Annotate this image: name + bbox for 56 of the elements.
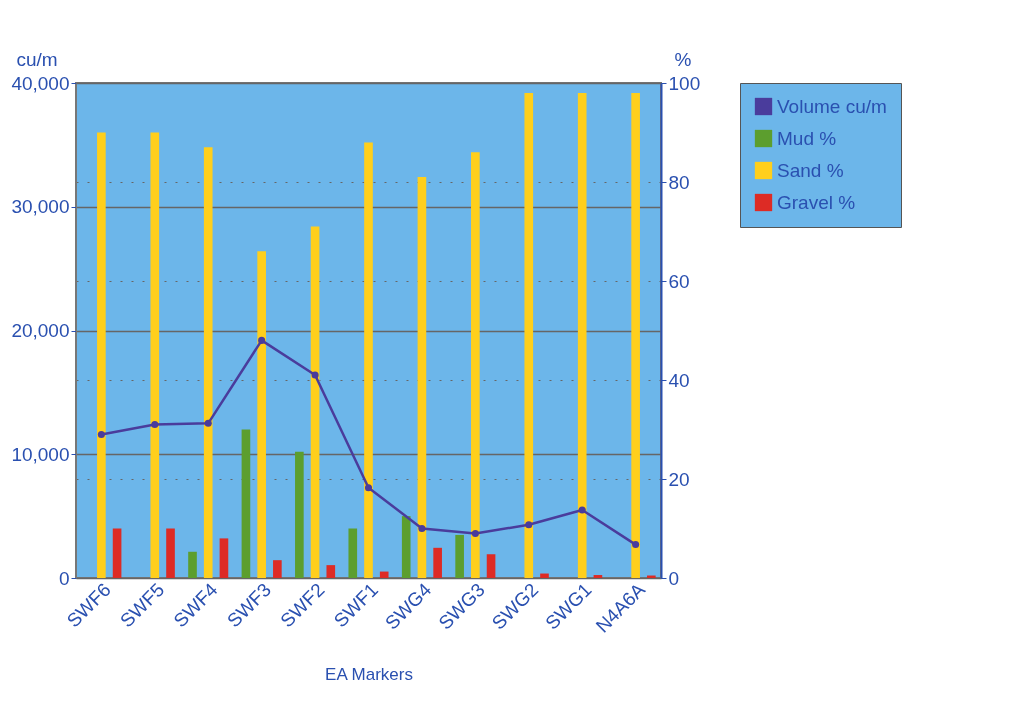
point <box>418 524 426 533</box>
point <box>151 421 159 429</box>
bar <box>166 528 175 578</box>
y-tick-label: 30,000 <box>11 196 70 218</box>
y2-tick-label: 0 <box>668 567 680 589</box>
bar <box>219 538 229 578</box>
legend-label: Sand % <box>777 159 844 181</box>
bar <box>455 534 464 578</box>
bar <box>364 142 373 578</box>
legend-label: Gravel % <box>777 191 856 213</box>
bar <box>150 132 160 578</box>
bar <box>295 451 304 578</box>
point <box>204 419 212 427</box>
y2-tick-label: 40 <box>668 369 690 391</box>
y-tick-label: 20,000 <box>11 320 70 341</box>
bar <box>401 516 411 578</box>
y2-tick-label: 20 <box>668 468 690 490</box>
bar <box>417 177 427 578</box>
y-tick-label: 0 <box>58 567 70 589</box>
y2-axis-title: % <box>674 48 692 70</box>
x-axis-title: EA Markers <box>325 664 413 684</box>
bar <box>593 575 603 578</box>
point <box>578 506 586 514</box>
bar <box>631 92 640 578</box>
bar <box>257 251 266 578</box>
bar <box>524 92 534 578</box>
point <box>97 430 105 438</box>
point <box>364 484 373 492</box>
bar <box>379 571 389 578</box>
bar <box>273 560 282 578</box>
bar <box>188 551 197 578</box>
legend-label: Mud % <box>777 127 837 149</box>
point <box>258 336 266 344</box>
bar <box>577 92 587 578</box>
bar <box>203 147 213 578</box>
bar <box>310 226 320 578</box>
y-tick-label: 40,000 <box>11 72 70 94</box>
bar <box>471 152 480 578</box>
point <box>632 541 640 549</box>
bar <box>433 547 442 578</box>
legend-label: Volume cu/m <box>777 95 887 117</box>
bar <box>486 554 496 578</box>
y2-tick-label: 60 <box>668 270 690 292</box>
bar <box>97 132 106 578</box>
point <box>471 529 479 537</box>
bar <box>540 573 549 578</box>
y2-tick-label: 100 <box>668 72 701 94</box>
point <box>525 521 533 529</box>
y-axis-title: cu/m <box>16 48 58 70</box>
y-tick-label: 10,000 <box>11 443 70 465</box>
bar <box>348 528 358 578</box>
point <box>311 371 319 379</box>
bar <box>241 429 251 578</box>
y2-tick-label: 80 <box>668 171 690 193</box>
bar <box>112 528 122 578</box>
bar <box>326 565 336 578</box>
